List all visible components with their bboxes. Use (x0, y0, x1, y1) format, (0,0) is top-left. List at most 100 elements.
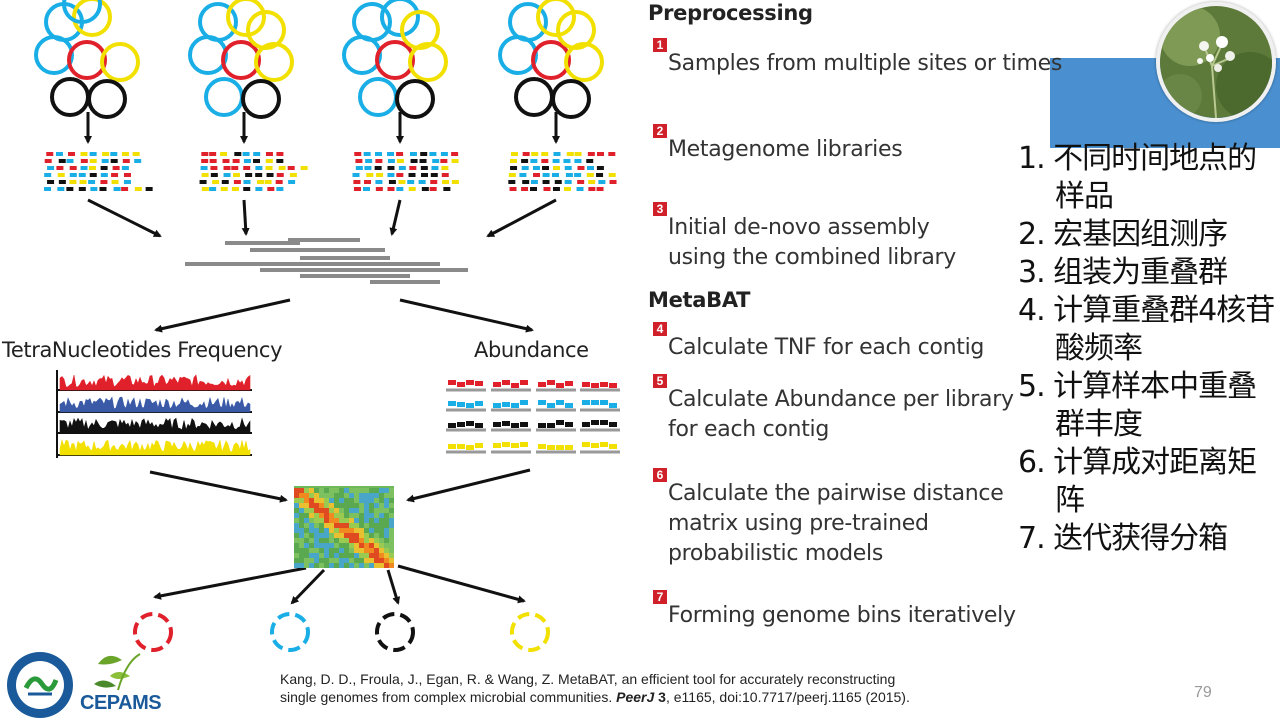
abundance-block (466, 403, 474, 408)
cn-step-item: 5. 计算样本中重叠群丰度 (1018, 369, 1257, 442)
abundance-block (591, 443, 599, 448)
heatmap-cell (364, 513, 369, 518)
read-fragment (223, 166, 231, 170)
read-fragment (564, 180, 572, 184)
page-number: 79 (1194, 684, 1212, 701)
heatmap-cell (384, 523, 389, 528)
abundance-block (457, 402, 465, 407)
heatmap-cell (349, 498, 354, 503)
abundance-block (457, 444, 465, 449)
heatmap-cell (354, 498, 359, 503)
read-fragment (288, 180, 296, 184)
abundance-block (600, 382, 608, 387)
heatmap-cell (374, 488, 379, 493)
read-fragment (375, 187, 383, 191)
heatmap-cell (294, 503, 299, 508)
sample-circle (498, 35, 538, 75)
read-fragment (265, 159, 273, 163)
read-fragment (100, 180, 108, 184)
heatmap-cell (364, 553, 369, 558)
heatmap-cell (369, 493, 374, 498)
heatmap-cell (299, 538, 304, 543)
heatmap-cell (359, 503, 364, 508)
read-fragment (275, 180, 283, 184)
read-fragment (355, 159, 363, 163)
heatmap-cell (319, 528, 324, 533)
heatmap-cell (344, 548, 349, 553)
read-fragment (541, 152, 549, 156)
flow-arrow (149, 470, 288, 503)
read-fragment (577, 166, 585, 170)
read-fragment (407, 180, 415, 184)
abundance-block (448, 444, 456, 449)
cepams-leaf-icon (94, 653, 141, 691)
heatmap-cell (349, 548, 354, 553)
step-number-badge: 3 (653, 202, 667, 216)
citation-volume: 3 (658, 689, 666, 705)
preprocessing-heading: Preprocessing (648, 1, 813, 25)
heatmap-cell (324, 528, 329, 533)
read-fragment (123, 173, 131, 177)
heatmap-cell (314, 523, 319, 528)
abundance-block (520, 422, 528, 427)
heatmap-cell (379, 543, 384, 548)
abundance-block (538, 382, 546, 387)
abundance-block (609, 422, 617, 427)
cn-step-item: 4. 计算重叠群4核苷酸频率 (1018, 293, 1275, 366)
read-fragment (387, 159, 395, 163)
heatmap-cell (314, 508, 319, 513)
read-fragment (69, 166, 77, 170)
heatmap-cell (324, 553, 329, 558)
flow-arrow (406, 468, 531, 503)
abundance-block (556, 400, 564, 405)
heatmap-cell (379, 538, 384, 543)
heatmap-cell (379, 488, 384, 493)
read-fragment (530, 159, 538, 163)
read-fragment (111, 173, 119, 177)
read-fragment (522, 152, 530, 156)
read-fragment (58, 180, 66, 184)
heatmap-cell (374, 503, 379, 508)
heatmap-cell (359, 543, 364, 548)
read-fragment (57, 187, 65, 191)
read-fragment (431, 166, 439, 170)
heatmap-cell (309, 538, 314, 543)
heatmap-cell (304, 493, 309, 498)
heatmap-cell (339, 513, 344, 518)
heatmap-cell (294, 518, 299, 523)
heatmap-cell (304, 563, 309, 568)
heatmap-cell (319, 548, 324, 553)
abundance-block (538, 400, 546, 405)
read-fragment (421, 187, 429, 191)
heatmap-cell (314, 548, 319, 553)
heatmap-cell (349, 563, 354, 568)
read-fragment (396, 187, 404, 191)
heatmap-cell (299, 503, 304, 508)
step-text: Forming genome bins iteratively (668, 601, 1016, 631)
heatmap-cell (389, 553, 394, 558)
heatmap-cell (359, 513, 364, 518)
heatmap-cell (324, 493, 329, 498)
heatmap-cell (369, 558, 374, 563)
sample-circle (67, 40, 107, 80)
heatmap-cell (294, 528, 299, 533)
heatmap-cell (354, 543, 359, 548)
abundance-block (475, 423, 483, 428)
tnf-label: TetraNucleotides Frequency (2, 338, 283, 362)
heatmap-cell (389, 563, 394, 568)
heatmap-cell (389, 528, 394, 533)
read-fragment (451, 180, 459, 184)
heatmap-cell (319, 538, 324, 543)
heatmap-cell (324, 543, 329, 548)
read-fragment (220, 187, 228, 191)
read-fragment (243, 180, 251, 184)
heatmap-cell (359, 533, 364, 538)
read-fragment (256, 180, 264, 184)
heatmap-cell (354, 558, 359, 563)
read-fragment (552, 187, 560, 191)
read-fragment (441, 173, 449, 177)
sample-circle (50, 77, 90, 117)
cepams-logo-text: CEPAMS (80, 692, 162, 714)
heatmap-cell (334, 538, 339, 543)
read-fragment (233, 180, 241, 184)
